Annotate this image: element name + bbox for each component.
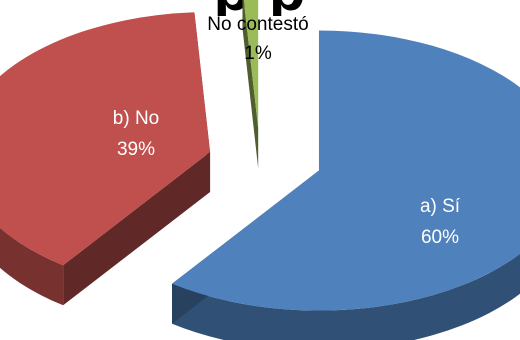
pie-label-category-2: b) No	[113, 108, 159, 129]
pie-label-percent-3: 1%	[244, 43, 272, 64]
chart-title: p p	[0, 0, 520, 16]
title-clip: p p	[0, 0, 520, 16]
pie-slice-top-2	[0, 12, 211, 266]
pie-slice-side-2	[0, 227, 64, 306]
pie-label-percent-2: 39%	[117, 139, 155, 160]
pie-slice-wall-3-1	[242, 0, 259, 169]
pie-label-percent-1: 60%	[421, 227, 459, 248]
pie-labels: a) Sí 60% b) No 39% No contestó 1%	[113, 14, 461, 248]
pie-slice-3	[242, 0, 259, 169]
pie-slice-wall-2-1	[63, 152, 211, 306]
pie-slice-1	[172, 30, 520, 340]
pie-slice-top-1	[172, 30, 520, 311]
pie-label-category-1: a) Sí	[420, 196, 461, 217]
pie-label-category-3: No contestó	[207, 14, 308, 35]
pie-slice-top-3	[243, 0, 259, 129]
pie-slice-side-1	[172, 253, 520, 340]
pie-slice-2	[0, 12, 211, 306]
